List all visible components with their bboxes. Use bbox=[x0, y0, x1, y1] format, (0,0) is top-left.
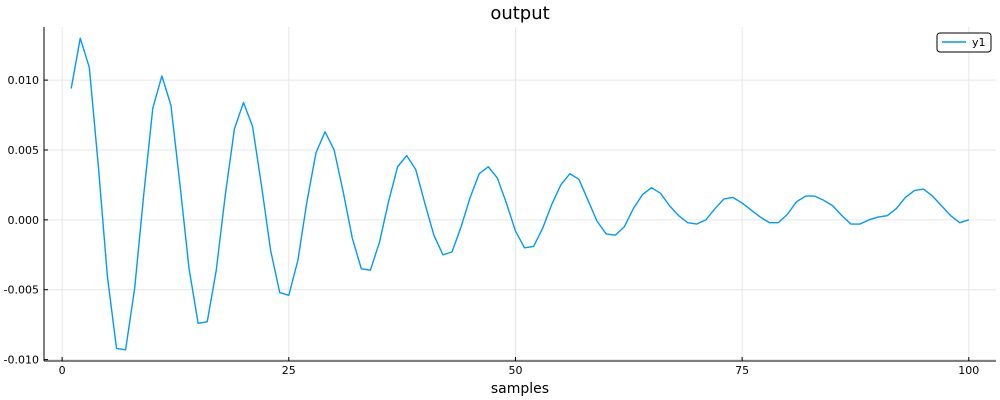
series-layer bbox=[70, 37, 970, 351]
x-axis-label: samples bbox=[491, 381, 549, 397]
x-tick-label: 25 bbox=[282, 364, 296, 377]
y-tick-label: 0.005 bbox=[8, 144, 40, 157]
x-tick-label: 100 bbox=[958, 364, 979, 377]
x-tick-label: 75 bbox=[735, 364, 749, 377]
y-tick-label: 0.010 bbox=[8, 74, 40, 87]
y-tick-label: 0.000 bbox=[8, 214, 40, 227]
tick-labels: 0 25 50 75 100 -0.010 -0.005 0.000 0.005 0.010 bbox=[4, 74, 980, 377]
chart-title: output bbox=[490, 3, 549, 24]
legend: y1 bbox=[936, 32, 992, 53]
y-tick-label: -0.010 bbox=[4, 354, 39, 367]
x-tick-label: 50 bbox=[508, 364, 522, 377]
legend-label-y1: y1 bbox=[972, 36, 986, 49]
y-tick-label: -0.005 bbox=[4, 284, 39, 297]
grid bbox=[44, 27, 996, 361]
series-line-y1 bbox=[70, 37, 970, 351]
x-tick-label: 0 bbox=[59, 364, 66, 377]
axes bbox=[43, 27, 996, 362]
